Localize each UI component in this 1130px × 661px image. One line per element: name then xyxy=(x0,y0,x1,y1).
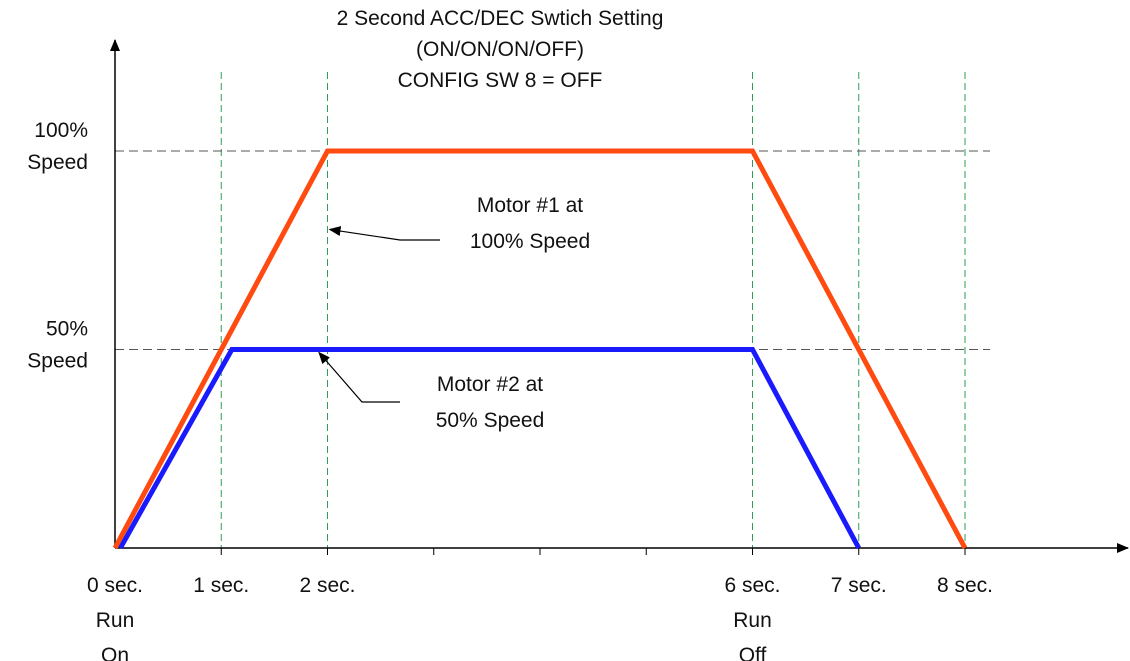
tick-labels: 0 sec. Run On 1 sec. 2 sec. 6 sec. Run Off 7 sec… xyxy=(27,119,993,661)
y-tick-label: 100% xyxy=(34,119,88,142)
y-tick-label: 50% xyxy=(46,318,88,341)
annotation-2-leader xyxy=(318,351,400,403)
x-tick-label: 1 sec. xyxy=(193,574,249,597)
chart-title-line-3: CONFIG SW 8 = OFF xyxy=(398,69,603,92)
annotation-2-text: 50% Speed xyxy=(436,409,545,432)
x-tick-label: 8 sec. xyxy=(937,574,993,597)
x-tick-label: 6 sec. xyxy=(724,574,780,597)
chart-title: 2 Second ACC/DEC Swtich Setting (ON/ON/O… xyxy=(337,7,664,92)
x-tick-label: 2 sec. xyxy=(299,574,355,597)
annotation-1-leader xyxy=(328,226,440,241)
series-line-2 xyxy=(118,347,861,550)
annotations: Motor #1 at 100% Speed Motor #2 at 50% Spee… xyxy=(318,194,590,432)
axes xyxy=(110,39,1129,555)
annotation-1-text: 100% Speed xyxy=(470,230,590,253)
annotation-1: Motor #1 at 100% Speed xyxy=(328,194,590,253)
series xyxy=(112,148,968,550)
y-tick-label: Speed xyxy=(27,151,88,174)
chart-title-line-2: (ON/ON/ON/OFF) xyxy=(416,38,584,61)
chart-title-line-1: 2 Second ACC/DEC Swtich Setting xyxy=(337,7,664,30)
x-tick-label: Run xyxy=(733,609,772,632)
x-tick-label: Off xyxy=(739,644,767,661)
x-tick-label: On xyxy=(101,644,129,661)
series-line-1 xyxy=(112,148,968,550)
annotation-1-text: Motor #1 at xyxy=(477,194,583,217)
annotation-2-text: Motor #2 at xyxy=(437,373,543,396)
annotation-2: Motor #2 at 50% Speed xyxy=(318,351,545,432)
x-tick-label: 0 sec. xyxy=(87,574,143,597)
grid xyxy=(115,72,990,548)
y-tick-label: Speed xyxy=(27,350,88,373)
x-tick-label: Run xyxy=(96,609,135,632)
x-tick-label: 7 sec. xyxy=(831,574,887,597)
